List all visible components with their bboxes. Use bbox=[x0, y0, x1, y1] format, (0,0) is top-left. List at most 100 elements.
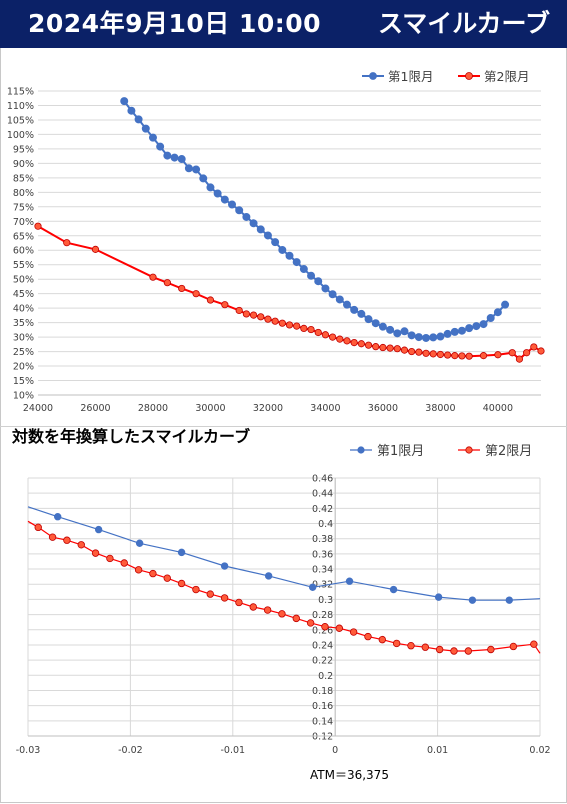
data-point-series2 bbox=[458, 352, 466, 360]
x-tick-label: 32000 bbox=[253, 403, 283, 414]
y-tick-label: 40% bbox=[13, 304, 34, 315]
data-point-series2 bbox=[386, 344, 394, 352]
y-tick-label: 75% bbox=[13, 202, 34, 213]
x-tick-label: 28000 bbox=[138, 403, 168, 414]
y-tick-label: 55% bbox=[13, 260, 34, 271]
data-point-series2 bbox=[450, 647, 458, 655]
series-line-2 bbox=[37, 225, 542, 361]
data-point-series1 bbox=[465, 324, 474, 333]
data-point-series1 bbox=[192, 165, 201, 174]
y-tick-label: 0.28 bbox=[312, 610, 333, 621]
y-tick-label: 0.46 bbox=[312, 474, 333, 485]
y-tick-label: 0.3 bbox=[318, 595, 333, 606]
y-tick-label: 0.34 bbox=[312, 565, 333, 576]
data-point-series1 bbox=[163, 151, 172, 160]
series-line-1 bbox=[27, 506, 541, 601]
legend-marker-2 bbox=[465, 446, 473, 454]
header-title: スマイルカーブ bbox=[378, 9, 551, 38]
data-point-series1 bbox=[292, 258, 301, 267]
data-point-series1 bbox=[156, 142, 165, 151]
data-point-series1 bbox=[364, 315, 373, 324]
data-point-series1 bbox=[308, 583, 317, 591]
data-point-series2 bbox=[451, 352, 459, 360]
data-point-series2 bbox=[487, 645, 495, 654]
data-point-series1 bbox=[307, 271, 316, 280]
x-tick-label: 0 bbox=[332, 745, 338, 756]
data-point-series2 bbox=[508, 349, 516, 357]
data-point-series1 bbox=[177, 155, 186, 164]
data-point-series2 bbox=[530, 640, 538, 648]
y-tick-label: 65% bbox=[13, 231, 34, 242]
x-tick-label: 36000 bbox=[368, 403, 398, 414]
data-point-series1 bbox=[450, 327, 459, 336]
data-point-series2 bbox=[523, 349, 531, 357]
y-tick-label: 0.22 bbox=[312, 656, 333, 667]
data-point-series2 bbox=[257, 313, 265, 321]
data-point-series1 bbox=[134, 115, 143, 124]
data-point-series1 bbox=[213, 189, 222, 198]
data-point-series2 bbox=[34, 523, 42, 532]
data-point-series1 bbox=[371, 319, 380, 328]
data-point-series2 bbox=[278, 610, 286, 618]
data-point-series1 bbox=[357, 309, 366, 318]
data-point-series2 bbox=[422, 349, 430, 357]
y-tick-label: 50% bbox=[13, 275, 34, 286]
data-point-series2 bbox=[408, 347, 416, 356]
data-point-series1 bbox=[501, 300, 510, 309]
legend-marker-1 bbox=[369, 72, 377, 80]
y-tick-label: 0.4 bbox=[318, 519, 333, 530]
data-point-series1 bbox=[321, 284, 330, 293]
y-tick-label: 100% bbox=[7, 130, 34, 141]
y-tick-label: 60% bbox=[13, 246, 34, 257]
y-tick-label: 70% bbox=[13, 217, 34, 228]
data-point-series2 bbox=[479, 352, 488, 360]
y-tick-label: 0.36 bbox=[312, 549, 333, 560]
series-line-1 bbox=[123, 100, 506, 340]
data-point-series2 bbox=[321, 623, 329, 631]
data-point-series2 bbox=[192, 290, 200, 298]
data-point-series1 bbox=[299, 265, 308, 274]
data-point-series1 bbox=[264, 572, 273, 580]
y-tick-label: 85% bbox=[13, 173, 34, 184]
data-point-series2 bbox=[278, 319, 286, 327]
header-bar: 2024年9月10日 10:00 スマイルカーブ bbox=[0, 0, 567, 48]
data-point-series2 bbox=[235, 598, 243, 607]
data-point-series2 bbox=[372, 343, 380, 351]
y-tick-label: 0.2 bbox=[318, 671, 333, 682]
x-tick-label: 30000 bbox=[195, 403, 225, 414]
data-point-series1 bbox=[335, 295, 344, 304]
data-point-series2 bbox=[350, 338, 358, 347]
data-point-series1 bbox=[120, 97, 129, 106]
data-point-series2 bbox=[134, 566, 143, 574]
data-point-series2 bbox=[63, 239, 71, 247]
chart-divider bbox=[0, 426, 567, 427]
y-tick-label: 30% bbox=[13, 333, 34, 344]
data-point-series2 bbox=[106, 554, 114, 563]
data-point-series1 bbox=[53, 512, 62, 521]
data-point-series2 bbox=[336, 335, 344, 343]
data-point-series2 bbox=[378, 635, 387, 644]
data-point-series2 bbox=[415, 348, 423, 356]
data-point-series2 bbox=[465, 352, 473, 360]
data-point-series1 bbox=[393, 329, 402, 338]
y-tick-label: 0.26 bbox=[312, 625, 333, 636]
data-point-series2 bbox=[220, 594, 229, 602]
data-point-series2 bbox=[407, 641, 415, 650]
data-point-series2 bbox=[292, 614, 300, 623]
data-point-series2 bbox=[271, 317, 279, 325]
y-tick-label: 35% bbox=[13, 318, 34, 329]
x-tick-label: -0.01 bbox=[221, 745, 246, 756]
data-point-series1 bbox=[407, 331, 416, 340]
atm-note: ATM＝36,375 bbox=[310, 768, 389, 782]
data-point-series1 bbox=[220, 195, 229, 204]
series-line-2 bbox=[27, 520, 541, 654]
data-point-series1 bbox=[443, 329, 452, 338]
data-point-series1 bbox=[434, 593, 443, 601]
y-tick-label: 0.18 bbox=[312, 686, 333, 697]
data-point-series2 bbox=[321, 331, 330, 339]
data-point-series1 bbox=[436, 332, 445, 341]
x-tick-label: 0.02 bbox=[529, 745, 550, 756]
data-point-series2 bbox=[349, 628, 358, 636]
data-point-series2 bbox=[249, 603, 257, 611]
data-point-series2 bbox=[436, 350, 444, 359]
